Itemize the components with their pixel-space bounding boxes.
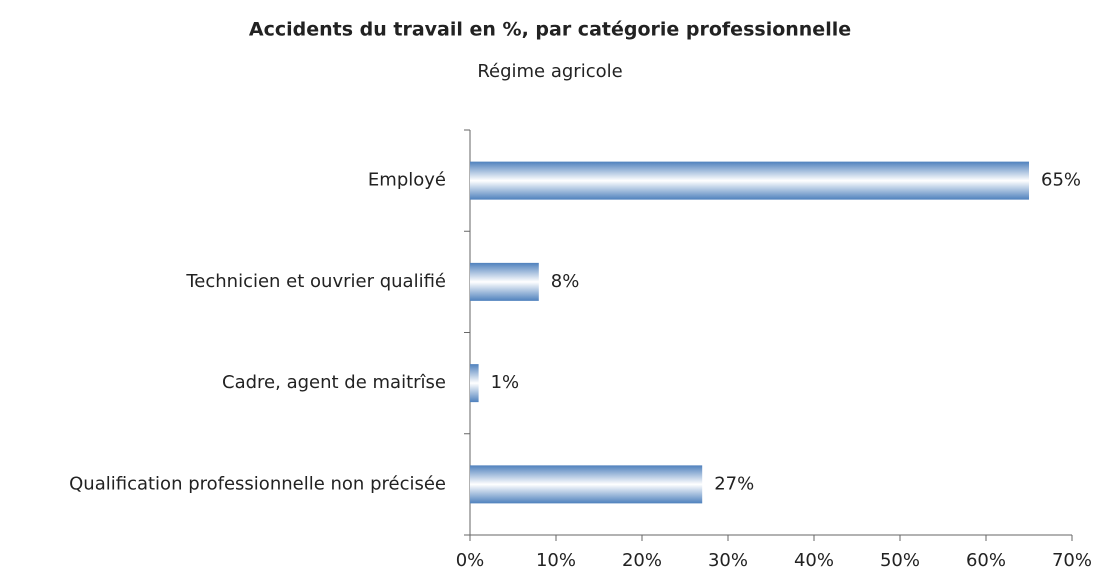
bar bbox=[470, 262, 539, 301]
y-tick-label: Employé bbox=[368, 170, 446, 191]
chart-subtitle: Régime agricole bbox=[477, 61, 622, 82]
value-label: 65% bbox=[1041, 170, 1081, 191]
x-tick-label: 0% bbox=[456, 550, 485, 571]
bar bbox=[470, 364, 479, 403]
bar bbox=[470, 161, 1029, 200]
x-tick-label: 70% bbox=[1052, 550, 1092, 571]
value-label: 1% bbox=[491, 372, 520, 393]
x-tick-label: 60% bbox=[966, 550, 1006, 571]
y-tick-label: Cadre, agent de maitrîse bbox=[222, 372, 446, 393]
value-label: 8% bbox=[551, 271, 580, 292]
chart-title: Accidents du travail en %, par catégorie… bbox=[249, 19, 851, 41]
value-label: 27% bbox=[714, 473, 754, 494]
x-tick-label: 40% bbox=[794, 550, 834, 571]
x-tick-label: 10% bbox=[536, 550, 576, 571]
x-tick-label: 50% bbox=[880, 550, 920, 571]
bar bbox=[470, 465, 703, 504]
x-tick-label: 30% bbox=[708, 550, 748, 571]
x-tick-label: 20% bbox=[622, 550, 662, 571]
y-tick-label: Technicien et ouvrier qualifié bbox=[185, 271, 446, 292]
y-tick-label: Qualification professionnelle non précis… bbox=[69, 473, 446, 494]
